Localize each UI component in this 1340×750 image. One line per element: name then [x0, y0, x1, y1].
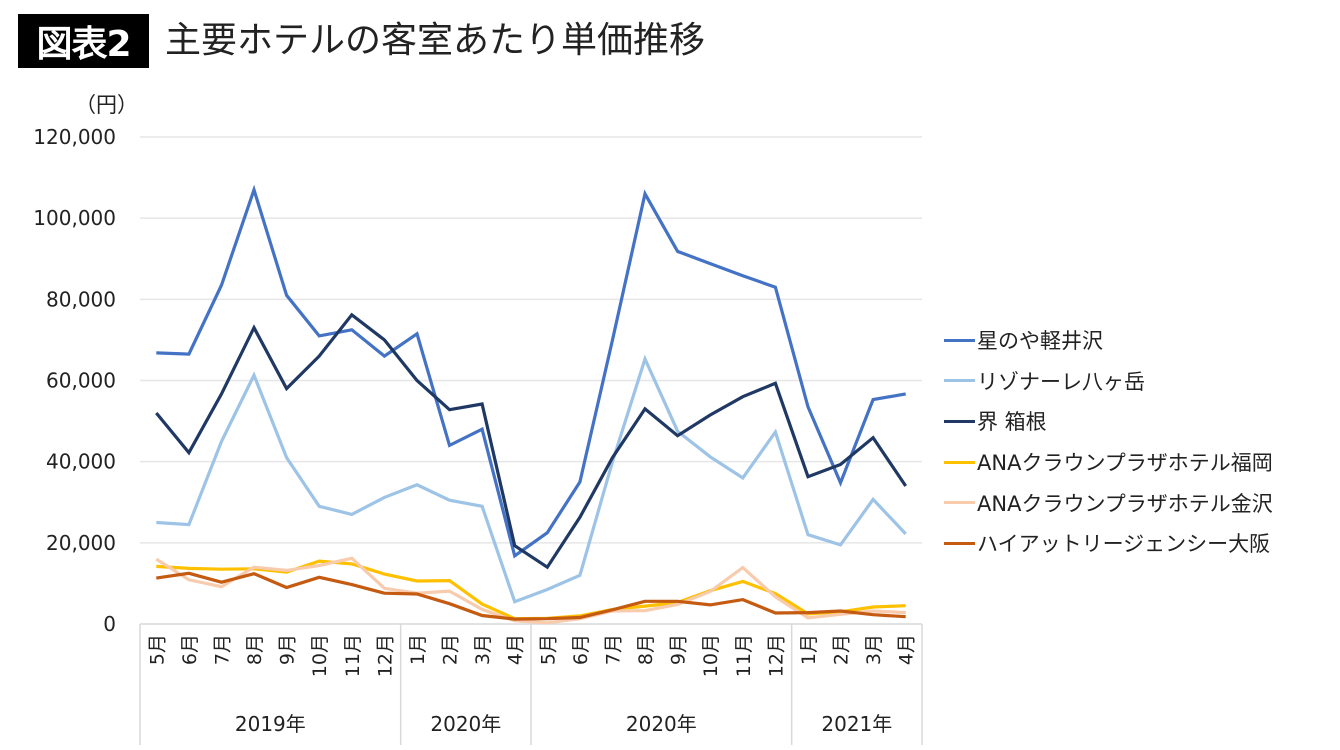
y-tick-label: 80,000	[46, 287, 116, 311]
series-line-2	[156, 354, 907, 604]
year-group-label: 2020年	[626, 712, 697, 736]
x-tick-label: 9月	[277, 634, 299, 665]
series-line-3	[155, 312, 908, 570]
y-tick-label: 120,000	[33, 125, 116, 149]
legend-item: ANAクラウンプラザホテル金沢	[944, 482, 1273, 523]
legend-item: ANAクラウンプラザホテル福岡	[944, 442, 1273, 483]
x-tick-label: 12月	[765, 634, 787, 677]
y-tick-label: 100,000	[33, 206, 116, 230]
y-tick-label: 60,000	[46, 369, 116, 393]
legend-label: ANAクラウンプラザホテル金沢	[977, 491, 1273, 516]
legend-line-swatch-icon	[944, 541, 975, 545]
legend-line-swatch-icon	[944, 419, 975, 423]
x-tick-label: 9月	[668, 634, 690, 665]
x-tick-label: 10月	[309, 634, 331, 677]
chart-legend: 星のや軽井沢リゾナーレ八ヶ岳界 箱根 ANAクラウンプラザホテル福岡 ANAクラウン…	[944, 320, 1273, 564]
legend-item: 星のや軽井沢	[944, 320, 1273, 361]
legend-item: ハイアットリージェンシー大阪	[944, 523, 1273, 564]
year-group-label: 2020年	[430, 712, 501, 736]
y-tick-label: 40,000	[46, 450, 116, 474]
x-tick-label: 4月	[505, 634, 527, 665]
legend-line-swatch-icon	[944, 460, 975, 464]
x-tick-label: 7月	[211, 634, 233, 665]
x-tick-label: 2月	[831, 634, 853, 665]
year-group-label: 2021年	[821, 712, 892, 736]
y-tick-label: 0	[103, 612, 116, 636]
x-tick-label: 1月	[798, 634, 820, 665]
x-tick-label: 2月	[440, 634, 462, 665]
x-tick-label: 1月	[407, 634, 429, 665]
legend-line-swatch-icon	[944, 501, 975, 505]
legend-label: リゾナーレ八ヶ岳	[977, 369, 1145, 394]
x-tick-label: 7月	[602, 634, 624, 665]
x-tick-label: 8月	[244, 634, 266, 665]
chart-title: 主要ホテルの客室あたり単価推移	[165, 20, 706, 61]
x-tick-label: 6月	[179, 634, 201, 665]
x-tick-label: 3月	[472, 634, 494, 665]
x-tick-label: 10月	[700, 634, 722, 677]
legend-label: 界 箱根	[977, 410, 1047, 435]
legend-label: ハイアットリージェンシー大阪	[977, 532, 1271, 557]
legend-label: 星のや軽井沢	[977, 329, 1103, 354]
series-line-5	[155, 556, 906, 625]
x-tick-label: 8月	[635, 634, 657, 665]
x-tick-label: 11月	[342, 634, 364, 677]
year-group-label: 2019年	[235, 712, 306, 736]
legend-item: リゾナーレ八ヶ岳	[944, 361, 1273, 402]
x-tick-label: 11月	[733, 634, 755, 677]
legend-line-swatch-icon	[944, 338, 975, 342]
legend-line-swatch-icon	[944, 379, 975, 383]
figure-number-badge: 図表2	[18, 14, 149, 68]
series-line-1	[156, 184, 906, 559]
x-tick-label: 4月	[896, 634, 918, 665]
y-axis-unit-label: （円）	[75, 93, 138, 117]
legend-label: ANAクラウンプラザホテル福岡	[977, 451, 1273, 476]
x-tick-label: 6月	[570, 634, 592, 665]
x-tick-label: 5月	[146, 634, 168, 665]
series-line-6	[156, 571, 906, 621]
y-tick-label: 20,000	[46, 531, 116, 555]
legend-item: 界 箱根	[944, 401, 1273, 442]
x-tick-label: 5月	[537, 634, 559, 665]
x-tick-label: 3月	[863, 634, 885, 665]
x-tick-label: 12月	[374, 634, 396, 677]
